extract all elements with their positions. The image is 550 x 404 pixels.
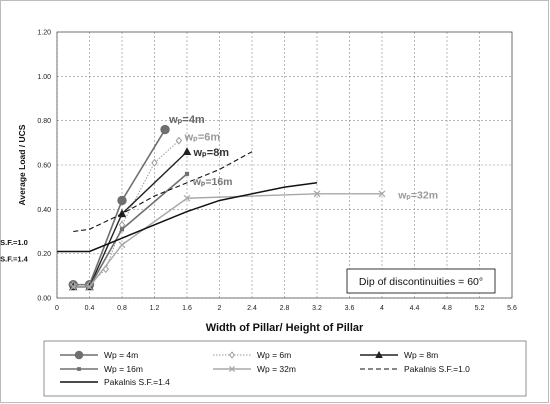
x-tick-label: 4.8 xyxy=(442,305,452,312)
y-tick-label: 0.60 xyxy=(37,163,51,170)
data-point-wp-16m xyxy=(119,227,125,232)
y-tick-label: 1.00 xyxy=(37,74,51,81)
legend-label: Wp = 4m xyxy=(104,350,138,360)
series-pakalnis-s-f-1-0 xyxy=(73,151,253,233)
info-box-text: Dip of discontinuities = 60° xyxy=(359,276,483,288)
annotation-wp-32m: wₚ=32m xyxy=(397,189,438,201)
annotation-wp-6m: wₚ=6m xyxy=(184,132,221,144)
x-tick-label: 1.6 xyxy=(182,305,192,312)
series-line-pakalnis-s-f-1-0 xyxy=(73,151,253,233)
data-point-wp-6m xyxy=(151,158,158,167)
data-point-wp-4m xyxy=(117,195,127,206)
legend-label: Wp = 32m xyxy=(257,364,296,374)
legend-item-wp-6m: Wp = 6m xyxy=(213,350,291,360)
y-axis-title: Average Load / UCS xyxy=(17,124,27,205)
x-tick-label: 2 xyxy=(218,305,222,312)
x-axis-ticks: 0 0.4 0.8 1.2 1.6 2 2.4 2.8 3.2 3.6 4 4.4 4.8 5.2 5.6 xyxy=(55,305,517,312)
annotations: wₚ=4m wₚ=6m wₚ=8m wₚ=16m wₚ=32m S.F.=1.0… xyxy=(0,114,438,264)
x-tick-label: 2.4 xyxy=(247,305,257,312)
x-tick-label: 4.4 xyxy=(410,305,420,312)
y-tick-label: 0.00 xyxy=(37,296,51,303)
y-axis-ticks: 0.00 0.20 0.40 0.60 0.80 1.00 1.20 xyxy=(37,30,51,303)
data-point-wp-32m xyxy=(313,190,321,198)
legend-border xyxy=(43,340,527,397)
y-tick-label: 1.20 xyxy=(37,30,51,37)
legend-marker xyxy=(77,367,81,371)
x-tick-label: 5.2 xyxy=(475,305,485,312)
data-point-wp-32m xyxy=(118,241,126,249)
series-line-wp-6m xyxy=(73,140,180,286)
x-tick-label: 0.8 xyxy=(117,305,127,312)
legend-item-wp-16m: Wp = 16m xyxy=(60,364,143,374)
legend-label: Pakalnis S.F.=1.0 xyxy=(404,364,470,374)
legend-label: Wp = 6m xyxy=(257,350,291,360)
data-point-wp-8m xyxy=(182,147,192,156)
data-point-wp-32m xyxy=(69,283,77,291)
annotation-sf-1-0: S.F.=1.0 xyxy=(0,238,28,247)
legend-item-wp-4m: Wp = 4m xyxy=(60,350,138,360)
annotation-wp-8m: wₚ=8m xyxy=(193,147,230,159)
y-tick-label: 0.40 xyxy=(37,207,51,214)
x-tick-label: 3.2 xyxy=(312,305,322,312)
x-tick-label: 5.6 xyxy=(507,305,517,312)
legend: Wp = 4m Wp = 6m Wp = 8m Wp = 16m Wp = 32m Pak… xyxy=(43,340,527,397)
legend-label: Wp = 8m xyxy=(404,350,438,360)
series-pakalnis-s-f-1-4 xyxy=(57,181,318,253)
legend-label: Wp = 16m xyxy=(104,364,143,374)
x-tick-label: 4 xyxy=(380,305,384,312)
y-tick-label: 0.80 xyxy=(37,118,51,125)
data-point-wp-16m xyxy=(184,171,190,176)
series-line-wp-32m xyxy=(73,193,382,288)
plot-border xyxy=(56,31,513,299)
series-line-pakalnis-s-f-1-4 xyxy=(57,181,318,253)
data-point-wp-4m xyxy=(160,124,170,135)
legend-item-wp-32m: Wp = 32m xyxy=(213,364,296,374)
legend-marker xyxy=(229,351,235,359)
series-line-wp-16m xyxy=(73,173,188,288)
data-point-wp-32m xyxy=(378,190,386,198)
data-point-wp-32m xyxy=(183,194,191,202)
legend-marker xyxy=(375,350,383,359)
legend-item-pakalnis-s-f-1-4: Pakalnis S.F.=1.4 xyxy=(60,377,170,387)
series xyxy=(57,124,386,291)
annotation-wp-16m: wₚ=16m xyxy=(192,176,233,188)
x-tick-label: 3.6 xyxy=(345,305,355,312)
legend-label: Pakalnis S.F.=1.4 xyxy=(104,377,170,387)
y-tick-label: 0.20 xyxy=(37,251,51,258)
grid xyxy=(56,31,513,299)
x-tick-label: 2.8 xyxy=(280,305,290,312)
x-tick-label: 0 xyxy=(55,305,59,312)
legend-item-wp-8m: Wp = 8m xyxy=(360,350,438,360)
series-line-wp-4m xyxy=(73,129,166,286)
x-tick-label: 0.4 xyxy=(85,305,95,312)
data-point-wp-6m xyxy=(175,136,183,145)
series-wp-8m xyxy=(69,147,192,291)
legend-marker xyxy=(228,365,236,373)
data-point-wp-32m xyxy=(86,283,93,291)
annotation-sf-1-4: S.F.=1.4 xyxy=(0,254,29,263)
annotation-wp-4m: wₚ=4m xyxy=(168,114,205,126)
legend-marker xyxy=(74,350,84,360)
legend-item-pakalnis-s-f-1-0: Pakalnis S.F.=1.0 xyxy=(360,364,470,374)
info-box-border xyxy=(346,268,496,294)
info-box: Dip of discontinuities = 60° xyxy=(346,268,496,294)
x-axis-title: Width of Pillar/ Height of Pillar xyxy=(206,322,364,334)
series-wp-32m xyxy=(69,190,386,291)
x-tick-label: 1.2 xyxy=(150,305,160,312)
series-wp-6m xyxy=(70,136,183,289)
